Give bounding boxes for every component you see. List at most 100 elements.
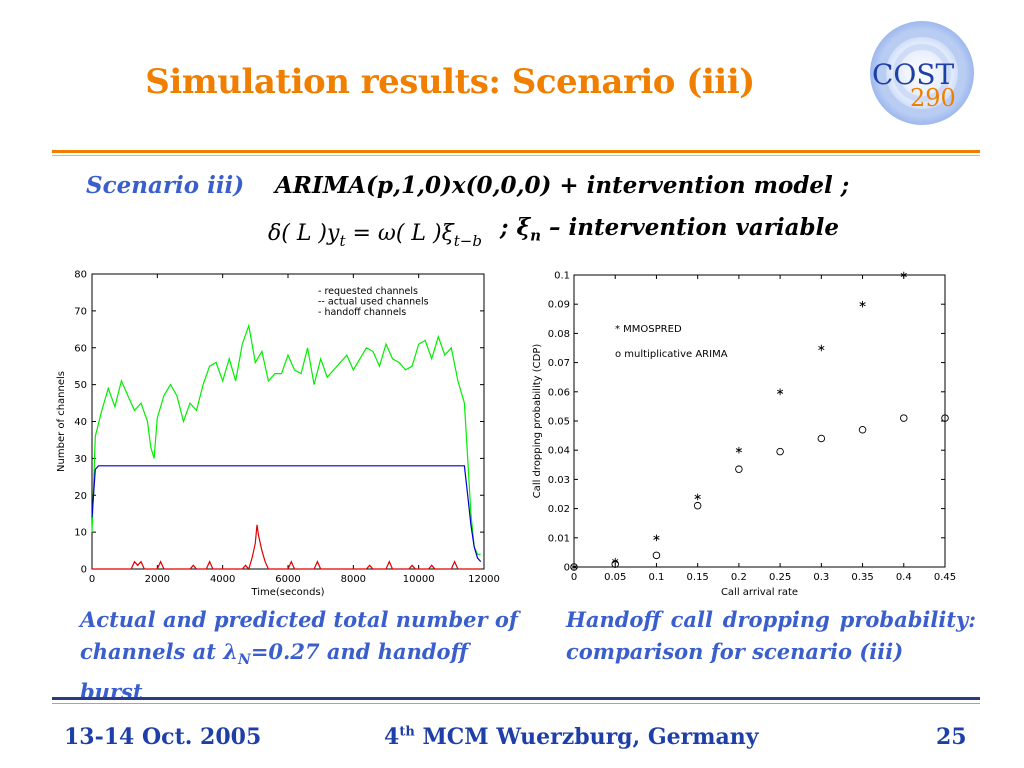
x-tick-label: 6000 xyxy=(275,574,300,585)
scatter-point-arima xyxy=(652,551,661,560)
logo-rings-icon: COST 290 xyxy=(870,21,974,125)
conf-suffix: th xyxy=(399,724,415,740)
y-tick-label: 0.07 xyxy=(548,358,570,369)
series-line-requested-channels xyxy=(91,323,481,555)
intervention-subscript: n xyxy=(530,226,542,245)
x-axis-label: Time(seconds) xyxy=(250,587,324,598)
x-tick-label: 0.1 xyxy=(648,572,664,583)
star-stroke xyxy=(735,448,742,453)
formula-svg: δ( L )yt = ω( L )ξt−b xyxy=(268,221,482,250)
y-tick-label: 0 xyxy=(81,565,87,576)
intervention-label: – intervention variable xyxy=(541,214,840,241)
scatter-point-arima xyxy=(776,447,784,456)
y-tick-label: 40 xyxy=(74,417,87,428)
series-line-actual-used-channels xyxy=(91,465,482,562)
scatter-point-arima xyxy=(570,563,578,571)
star-stroke xyxy=(694,494,701,499)
model-description: ARIMA(p,1,0)x(0,0,0) + intervention mode… xyxy=(275,172,850,199)
x-tick-label: 0 xyxy=(571,572,577,583)
left-chart-caption: Actual and predicted total number of cha… xyxy=(80,604,520,708)
logo-cost-text: COST xyxy=(872,58,955,91)
title-divider-thin xyxy=(52,155,980,156)
scatter-point-mmospred xyxy=(653,534,660,542)
caption-part-b: =0.27 and handoff burst xyxy=(80,639,468,705)
scatter-point-arima xyxy=(693,501,702,510)
caption-subscript: N xyxy=(238,652,251,669)
scenario-label: Scenario iii) xyxy=(86,172,245,199)
footer-divider-thin xyxy=(52,703,980,704)
y-tick-label: 70 xyxy=(74,306,87,317)
x-tick-label: 0 xyxy=(89,574,95,585)
x-tick-label: 2000 xyxy=(145,574,170,585)
footer-date: 13-14 Oct. 2005 xyxy=(64,724,262,750)
slide-title: Simulation results: Scenario (iii) xyxy=(145,62,755,102)
scatter-point-arima xyxy=(611,560,619,568)
caption-line-2: channels at λN=0.27 and handoff burst xyxy=(80,636,520,708)
x-tick-label: 10000 xyxy=(403,574,435,585)
scatter-point-mmospred xyxy=(859,300,866,308)
page-number: 25 xyxy=(936,724,967,750)
y-tick-label: 0 xyxy=(564,563,570,574)
y-tick-label: 80 xyxy=(74,270,87,281)
right-chart-caption: Handoff call dropping probability: compa… xyxy=(566,607,976,664)
x-tick-label: 0.25 xyxy=(769,572,791,583)
footer-conference: 4th MCM Wuerzburg, Germany xyxy=(384,724,759,750)
y-tick-label: 0.02 xyxy=(548,504,570,515)
conf-number: 4 xyxy=(384,724,400,750)
cdp-scatter-chart: 0 0.05 0.1 0.15 0.2 0.25 0.3 0.35 0.4 0.45 0 0.01 0.… xyxy=(532,271,956,599)
legend-entry: - handoff channels xyxy=(318,307,406,318)
logo-number-text: 290 xyxy=(910,84,956,112)
y-tick-label: 50 xyxy=(74,380,87,391)
x-tick-label: 0.35 xyxy=(851,572,873,583)
intervention-symbol: ; ξ xyxy=(500,214,531,241)
star-stroke xyxy=(900,272,907,278)
x-tick-label: 4000 xyxy=(210,574,235,585)
y-tick-label: 0.05 xyxy=(548,417,570,428)
scatter-point-mmospred xyxy=(570,563,578,571)
legend-entry: o multiplicative ARIMA xyxy=(615,349,728,360)
x-axis-label: Call arrival rate xyxy=(721,587,798,598)
x-tick-label: 0.2 xyxy=(731,572,747,583)
legend-entry: * MMOSPRED xyxy=(615,324,682,335)
scatter-point-arima xyxy=(817,434,826,443)
x-tick-label: 0.45 xyxy=(934,572,956,583)
footer-divider xyxy=(52,697,980,700)
title-divider xyxy=(52,150,980,153)
plot-area xyxy=(91,273,485,570)
legend-entry: - requested channels xyxy=(318,286,418,297)
y-tick-label: 30 xyxy=(74,454,87,465)
y-axis-label: Number of channels xyxy=(56,371,67,472)
channels-line-chart: 0 2000 4000 6000 8000 10000 12000 0 10 20 30 40 50 60… xyxy=(56,270,500,599)
scatter-point-mmospred xyxy=(900,271,907,279)
y-tick-label: 0.09 xyxy=(548,300,570,311)
star-stroke xyxy=(818,345,825,351)
star-stroke xyxy=(570,564,578,570)
scatter-point-arima xyxy=(858,426,867,434)
star-stroke xyxy=(653,535,660,540)
intervention-formula: δ( L )yt = ω( L )ξt−b xyxy=(268,218,500,256)
y-tick-label: 0.03 xyxy=(548,475,570,486)
caption-line-1: Actual and predicted total number of xyxy=(80,607,518,632)
caption-part-a: channels at λ xyxy=(80,639,239,664)
x-tick-label: 0.3 xyxy=(813,572,829,583)
conf-name: MCM Wuerzburg, Germany xyxy=(414,724,759,750)
y-tick-label: 0.01 xyxy=(548,533,570,544)
intervention-variable: ; ξn – intervention variable xyxy=(500,214,839,245)
star-stroke xyxy=(859,302,866,307)
x-tick-label: 12000 xyxy=(468,574,500,585)
y-tick-label: 0.1 xyxy=(554,271,570,282)
scatter-point-arima xyxy=(941,414,949,422)
plot-area xyxy=(573,274,946,568)
cost-290-logo: COST 290 xyxy=(860,18,980,128)
y-tick-label: 20 xyxy=(74,491,87,502)
star-stroke xyxy=(777,389,784,394)
scatter-point-arima xyxy=(900,414,908,422)
y-axis-label: Call dropping probability (CDP) xyxy=(532,344,543,499)
y-tick-label: 0.06 xyxy=(548,387,570,398)
scatter-point-mmospred xyxy=(694,493,701,501)
scatter-point-mmospred xyxy=(777,388,784,396)
scatter-point-mmospred xyxy=(735,446,742,454)
y-tick-label: 10 xyxy=(74,528,87,539)
y-tick-label: 60 xyxy=(74,343,87,354)
series-line-handoff-channels xyxy=(92,524,481,571)
